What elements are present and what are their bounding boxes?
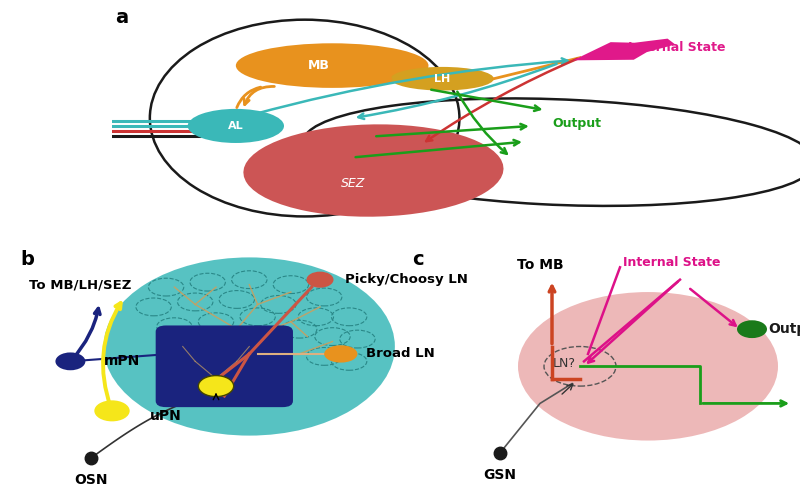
- Text: GSN: GSN: [483, 468, 517, 482]
- Text: uPN: uPN: [150, 409, 181, 423]
- Text: LH: LH: [434, 74, 450, 84]
- Ellipse shape: [55, 352, 86, 370]
- Text: Picky/Choosy LN: Picky/Choosy LN: [345, 273, 468, 286]
- Ellipse shape: [324, 346, 358, 362]
- Ellipse shape: [737, 320, 767, 338]
- Text: mPN: mPN: [104, 354, 140, 368]
- Polygon shape: [573, 39, 675, 60]
- Text: a: a: [115, 8, 129, 27]
- Text: AL: AL: [228, 121, 244, 131]
- Ellipse shape: [243, 124, 503, 217]
- Ellipse shape: [188, 109, 284, 143]
- Text: Output: Output: [552, 117, 602, 130]
- Ellipse shape: [94, 400, 130, 421]
- Text: SEZ: SEZ: [341, 177, 365, 190]
- Text: To MB/LH/SEZ: To MB/LH/SEZ: [29, 278, 131, 291]
- Text: Broad LN: Broad LN: [366, 347, 434, 360]
- FancyBboxPatch shape: [156, 326, 293, 407]
- Text: MB: MB: [307, 59, 330, 72]
- Text: Output: Output: [768, 322, 800, 336]
- Text: c: c: [412, 250, 424, 269]
- Ellipse shape: [236, 43, 429, 88]
- Text: LN?: LN?: [553, 357, 575, 370]
- Ellipse shape: [390, 67, 494, 91]
- Ellipse shape: [306, 272, 334, 288]
- Text: b: b: [21, 250, 34, 269]
- Ellipse shape: [104, 257, 395, 436]
- Text: Internal State: Internal State: [623, 256, 721, 269]
- Text: Internal State: Internal State: [628, 41, 726, 54]
- Text: To MB: To MB: [517, 258, 563, 272]
- Ellipse shape: [518, 292, 778, 441]
- Ellipse shape: [198, 376, 234, 396]
- Text: OSN: OSN: [74, 473, 108, 487]
